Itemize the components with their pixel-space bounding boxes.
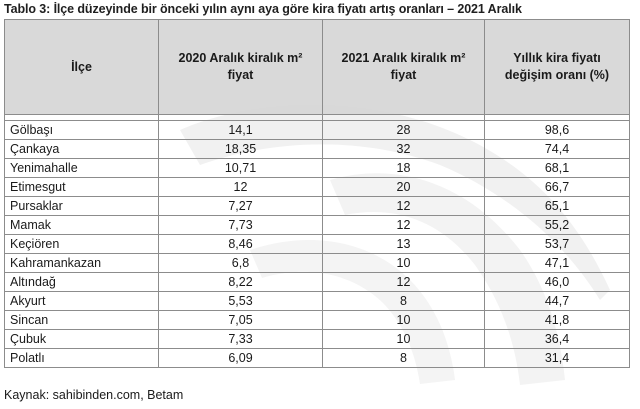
district-cell: Çankaya xyxy=(4,139,159,159)
annual-change-cell: 66,7 xyxy=(484,177,630,197)
price-2020-cell: 5,53 xyxy=(158,291,323,311)
table-row: Akyurt 5,53 8 44,7 xyxy=(4,291,630,311)
price-2021-cell: 12 xyxy=(322,272,485,292)
district-cell: Gölbaşı xyxy=(4,120,159,140)
district-cell: Etimesgut xyxy=(4,177,159,197)
annual-change-cell: 98,6 xyxy=(484,120,630,140)
header-annual-change: Yıllık kira fiyatı değişim oranı (%) xyxy=(484,19,630,115)
price-2020-cell: 14,1 xyxy=(158,120,323,140)
annual-change-cell: 65,1 xyxy=(484,196,630,216)
price-2020-cell: 6,8 xyxy=(158,253,323,273)
table-header-row: İlçe 2020 Aralık kiralık m² fiyat 2021 Ar… xyxy=(4,19,630,115)
header-price-2020: 2020 Aralık kiralık m² fiyat xyxy=(158,19,323,115)
annual-change-cell: 55,2 xyxy=(484,215,630,235)
price-2021-cell: 20 xyxy=(322,177,485,197)
table-row: Sincan 7,05 10 41,8 xyxy=(4,310,630,330)
table-row: Kahramankazan 6,8 10 47,1 xyxy=(4,253,630,273)
price-2021-cell: 18 xyxy=(322,158,485,178)
price-2021-cell: 32 xyxy=(322,139,485,159)
district-cell: Keçiören xyxy=(4,234,159,254)
price-2020-cell: 7,73 xyxy=(158,215,323,235)
price-2020-cell: 10,71 xyxy=(158,158,323,178)
price-2021-cell: 12 xyxy=(322,215,485,235)
district-cell: Yenimahalle xyxy=(4,158,159,178)
annual-change-cell: 47,1 xyxy=(484,253,630,273)
annual-change-cell: 41,8 xyxy=(484,310,630,330)
district-cell: Sincan xyxy=(4,310,159,330)
price-2020-cell: 7,33 xyxy=(158,329,323,349)
price-2020-cell: 18,35 xyxy=(158,139,323,159)
annual-change-cell: 46,0 xyxy=(484,272,630,292)
price-2020-cell: 6,09 xyxy=(158,348,323,368)
rent-change-table: İlçe 2020 Aralık kiralık m² fiyat 2021 Ar… xyxy=(4,19,630,368)
table-row: Gölbaşı 14,1 28 98,6 xyxy=(4,120,630,140)
header-price-2021: 2021 Aralık kiralık m² fiyat xyxy=(322,19,485,115)
annual-change-cell: 68,1 xyxy=(484,158,630,178)
district-cell: Altındağ xyxy=(4,272,159,292)
table-row: Çankaya 18,35 32 74,4 xyxy=(4,139,630,159)
table-row: Çubuk 7,33 10 36,4 xyxy=(4,329,630,349)
price-2020-cell: 12 xyxy=(158,177,323,197)
price-2021-cell: 10 xyxy=(322,253,485,273)
price-2021-cell: 8 xyxy=(322,348,485,368)
district-cell: Polatlı xyxy=(4,348,159,368)
district-cell: Çubuk xyxy=(4,329,159,349)
price-2020-cell: 7,27 xyxy=(158,196,323,216)
price-2020-cell: 8,46 xyxy=(158,234,323,254)
price-2021-cell: 28 xyxy=(322,120,485,140)
source-note: Kaynak: sahibinden.com, Betam xyxy=(4,388,184,402)
table-row: Keçiören 8,46 13 53,7 xyxy=(4,234,630,254)
price-2021-cell: 10 xyxy=(322,310,485,330)
table-row: Pursaklar 7,27 12 65,1 xyxy=(4,196,630,216)
price-2021-cell: 10 xyxy=(322,329,485,349)
annual-change-cell: 36,4 xyxy=(484,329,630,349)
table-caption: Tablo 3: İlçe düzeyinde bir önceki yılın… xyxy=(4,2,522,16)
table-row: Polatlı 6,09 8 31,4 xyxy=(4,348,630,368)
annual-change-cell: 31,4 xyxy=(484,348,630,368)
district-cell: Kahramankazan xyxy=(4,253,159,273)
price-2021-cell: 12 xyxy=(322,196,485,216)
table-row: Altındağ 8,22 12 46,0 xyxy=(4,272,630,292)
price-2020-cell: 7,05 xyxy=(158,310,323,330)
annual-change-cell: 53,7 xyxy=(484,234,630,254)
table-row: Yenimahalle 10,71 18 68,1 xyxy=(4,158,630,178)
price-2021-cell: 13 xyxy=(322,234,485,254)
price-2021-cell: 8 xyxy=(322,291,485,311)
price-2020-cell: 8,22 xyxy=(158,272,323,292)
table-row: Etimesgut 12 20 66,7 xyxy=(4,177,630,197)
annual-change-cell: 74,4 xyxy=(484,139,630,159)
district-cell: Mamak xyxy=(4,215,159,235)
header-district: İlçe xyxy=(4,19,159,115)
annual-change-cell: 44,7 xyxy=(484,291,630,311)
district-cell: Akyurt xyxy=(4,291,159,311)
district-cell: Pursaklar xyxy=(4,196,159,216)
table-row: Mamak 7,73 12 55,2 xyxy=(4,215,630,235)
